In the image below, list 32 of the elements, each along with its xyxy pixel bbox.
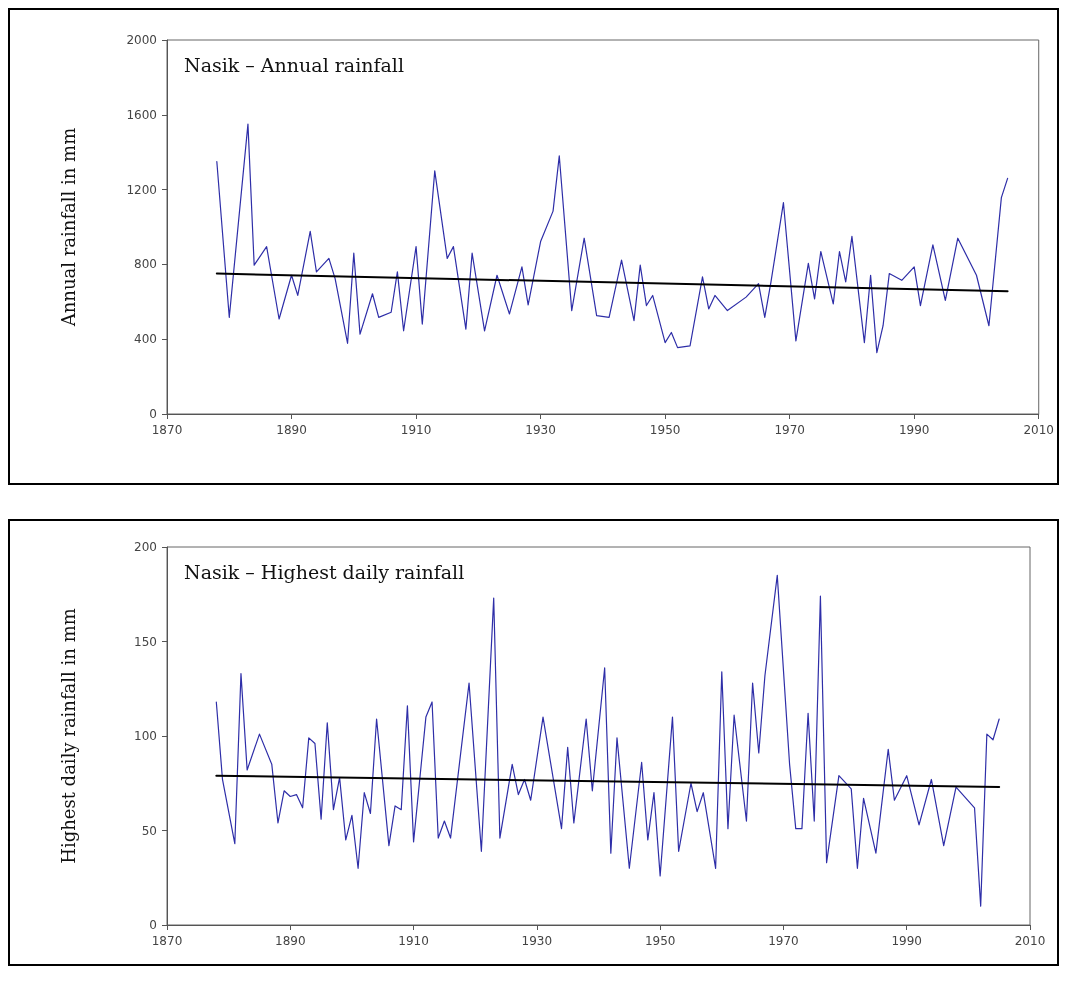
x-tick-label: 1990 (898, 423, 930, 437)
x-tick-label: 1870 (151, 934, 183, 948)
text: Nasik – Annual rainfall (184, 53, 404, 76)
x-tick-label: 1910 (398, 934, 429, 948)
y-tick-label: 50 (141, 823, 157, 838)
x-tick-label: 1890 (276, 423, 307, 437)
y-axis-title: Highest daily rainfall in mm (57, 608, 79, 864)
line-series (216, 123, 1009, 354)
y-tick-label: 150 (134, 634, 157, 649)
x-tick-label: 1970 (768, 934, 799, 948)
y-tick-label: 0 (149, 407, 157, 421)
x-tick-label: 1890 (275, 934, 306, 948)
y-tick-label: 0 (149, 918, 157, 932)
x-tick-label: 1950 (649, 423, 681, 437)
y-tick-label: 1600 (126, 107, 157, 122)
x-tick-label: 2010 (1014, 934, 1046, 948)
y-tick-label: 200 (134, 540, 157, 554)
x-tick-label: 2010 (1023, 423, 1054, 437)
x-tick-label: 1930 (525, 423, 556, 437)
y-tick-label: 1200 (126, 182, 157, 197)
y-axis-title: Annual rainfall in mm (57, 127, 79, 328)
x-tick-label: 1950 (644, 934, 676, 948)
x-tick-label: 1910 (400, 423, 432, 437)
x-tick-label: 1990 (891, 934, 922, 948)
x-tick-label: 1930 (521, 934, 553, 948)
text: Nasik – Highest daily rainfall (184, 560, 465, 583)
y-tick-label: 2000 (126, 33, 157, 47)
y-tick-label: 100 (134, 729, 157, 743)
x-tick-label: 1970 (774, 423, 805, 437)
y-tick-label: 800 (134, 257, 157, 272)
y-tick-label: 400 (134, 332, 157, 347)
x-tick-label: 1870 (151, 423, 183, 437)
